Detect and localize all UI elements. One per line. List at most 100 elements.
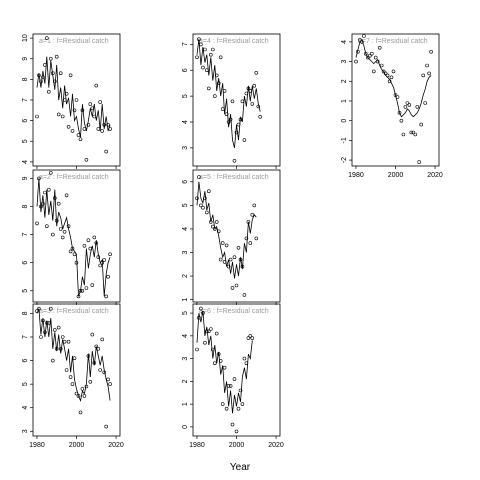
fit-line [196,181,257,279]
panel-label: a=4 : f=Residual catch [199,38,269,45]
fit-line [36,308,111,402]
data-point [98,263,102,268]
data-point [222,260,227,264]
data-point [94,241,99,245]
data-point [96,346,101,351]
data-point [238,257,243,262]
data-point [44,224,49,228]
data-point [66,125,71,129]
x-tick-label: 1980 [189,442,205,449]
y-tick-label: 8 [22,311,29,315]
data-point [70,382,75,386]
y-tick-label: 6 [22,119,29,123]
data-point [197,315,201,320]
data-point [90,106,95,111]
data-point [220,402,225,406]
data-point [358,38,362,42]
data-point [48,171,53,175]
data-point [41,201,45,206]
y-tick-label: 4 [341,40,348,44]
data-point [68,249,73,254]
y-tick-label: 1 [182,402,189,406]
data-point [226,120,231,124]
data-point [37,306,41,311]
data-point [371,69,376,74]
y-tick-label: 5 [22,382,29,386]
data-point [234,130,239,135]
data-point [48,56,53,61]
panel-label: a=7 : f=Residual catch [358,38,428,45]
data-point [213,94,217,98]
data-point [72,108,77,113]
y-tick-label: 6 [22,359,29,363]
data-point [425,63,429,68]
data-point [52,328,57,332]
data-point [195,55,199,60]
data-point [256,104,261,109]
data-point [43,190,47,195]
data-point [90,332,95,337]
data-point [211,347,215,352]
data-point [254,71,259,75]
data-point [205,210,209,215]
y-tick-label: 7 [22,233,29,237]
panel-4: a=4 : f=Residual catch 3 4 5 6 7 [182,33,281,169]
data-point [199,42,203,47]
data-point [88,246,93,251]
data-point [248,334,253,338]
data-point [84,158,89,162]
data-point [96,255,101,259]
data-point [234,429,239,434]
data-point [220,107,225,111]
data-point [56,112,61,117]
data-point [43,63,47,67]
data-point [209,52,213,57]
data-point [222,365,227,370]
fit-line [196,310,253,414]
data-point [381,69,386,74]
data-point [39,79,43,84]
data-point [104,149,108,154]
data-point [201,205,205,210]
x-tick-label: 2020 [268,442,284,449]
x-tick-label: 1980 [29,442,45,449]
data-point [90,283,95,287]
data-point [106,377,110,382]
data-point [44,321,49,325]
data-point [244,91,249,96]
data-point [104,294,108,299]
data-point [354,59,358,64]
data-point [94,344,99,349]
panel-frame [192,303,281,437]
data-point [246,86,251,91]
data-point [50,71,55,75]
data-point [207,329,211,334]
data-point [242,138,247,142]
y-tick-label: 5 [182,203,189,207]
data-point [48,306,53,311]
data-point [429,49,433,54]
data-point [244,361,249,366]
data-point [64,193,69,198]
data-point [220,241,225,245]
data-point [96,127,101,131]
data-point [218,55,223,60]
data-point [82,394,87,398]
data-point [391,69,396,74]
data-point [240,402,245,406]
data-point [108,127,112,131]
y-tick-label: 1 [341,99,348,103]
y-tick-label: 3 [182,250,189,254]
data-point [203,47,207,52]
data-point [56,325,61,330]
data-point [389,75,394,80]
data-point [228,257,233,262]
data-point [240,264,245,269]
y-tick-label: 3 [22,429,29,433]
data-point [244,236,249,241]
data-point [100,337,104,342]
data-point [64,368,69,372]
y-tick-label: 2 [182,274,189,278]
data-point [246,336,251,340]
